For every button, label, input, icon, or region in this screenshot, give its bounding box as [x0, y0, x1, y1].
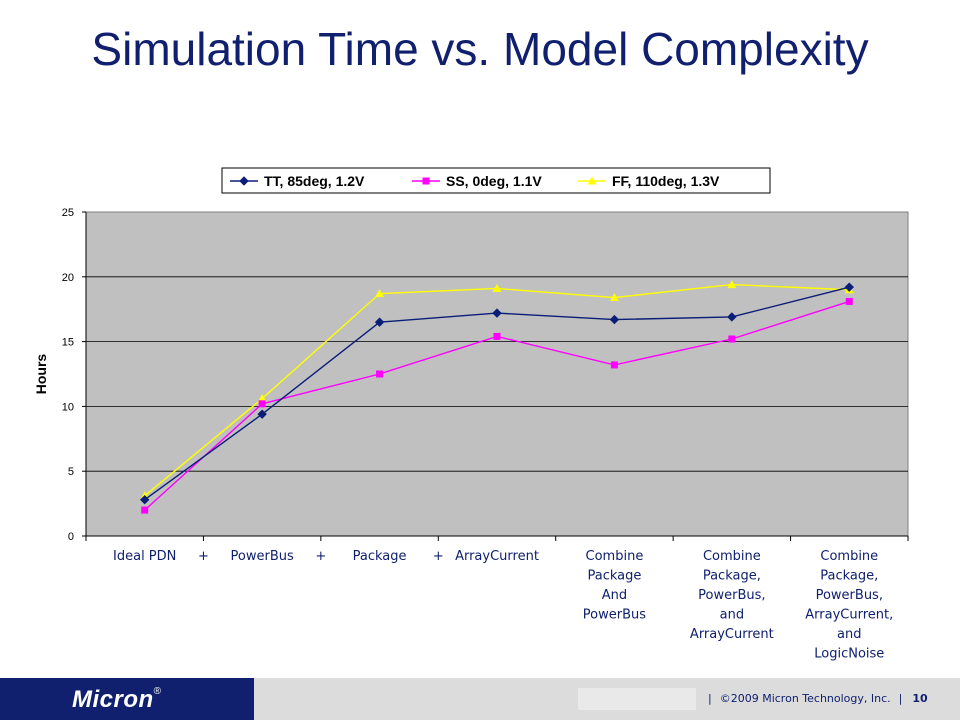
x-tick-label: ArrayCurrent — [690, 627, 774, 642]
x-tick-label: ArrayCurrent — [455, 549, 539, 564]
x-tick-label: And — [602, 588, 627, 603]
y-tick-label: 20 — [62, 272, 74, 284]
footer-separator: | — [708, 692, 712, 705]
data-point — [610, 361, 618, 369]
data-point — [728, 335, 736, 343]
data-point — [493, 332, 501, 340]
legend-marker — [422, 177, 430, 185]
y-tick-label: 10 — [62, 401, 74, 413]
x-tick-label: LogicNoise — [814, 647, 884, 662]
y-tick-label: 5 — [68, 466, 74, 478]
plus-sign: + — [198, 549, 209, 564]
footer-brand-box — [0, 678, 254, 720]
x-tick-label: Combine — [703, 549, 761, 564]
data-point — [492, 308, 502, 318]
y-tick-label: 15 — [62, 337, 74, 349]
data-point — [141, 506, 149, 514]
data-point — [727, 280, 737, 289]
data-point — [257, 394, 267, 403]
x-tick-label: Combine — [820, 549, 878, 564]
footer-separator: | — [898, 692, 903, 705]
plus-sign: + — [433, 549, 444, 564]
plus-sign: + — [315, 549, 326, 564]
x-tick-label: and — [837, 627, 861, 642]
x-tick-label: Combine — [586, 549, 644, 564]
x-tick-label: Package — [587, 569, 641, 584]
x-tick-label: PowerBus, — [698, 588, 765, 603]
copyright-text: ©2009 Micron Technology, Inc. — [719, 692, 891, 705]
x-tick-label: PowerBus, — [816, 588, 883, 603]
x-tick-label: Ideal PDN — [113, 549, 176, 564]
y-tick-label: 0 — [68, 531, 74, 543]
x-tick-label: PowerBus — [583, 608, 646, 623]
data-point — [727, 312, 737, 322]
data-point — [374, 317, 385, 327]
data-point — [609, 314, 620, 325]
footer-blank-field — [578, 688, 696, 710]
legend-marker — [239, 176, 249, 186]
plot-area: 0 5 10 15 20 25 Hours Ideal PDN PowerBus Package A… — [33, 207, 909, 662]
data-point — [376, 370, 384, 378]
x-tick-label: Package — [353, 549, 407, 564]
data-point — [609, 293, 619, 302]
plot-background — [85, 211, 909, 537]
y-tick-label: 25 — [62, 207, 74, 219]
y-axis-title: Hours — [33, 354, 49, 395]
legend-label: TT, 85deg, 1.2V — [264, 173, 365, 189]
line-chart: 0 5 10 15 20 25 Hours Ideal PDN PowerBus Package A… — [33, 167, 909, 662]
footer-copyright: | ©2009 Micron Technology, Inc. | 10 — [700, 692, 928, 705]
x-tick-label: PowerBus — [231, 549, 294, 564]
legend-marker — [587, 176, 597, 185]
chart-legend: TT, 85deg, 1.2V SS, 0deg, 1.1V FF, 110deg,… — [221, 167, 771, 194]
slide-title: Simulation Time vs. Model Complexity — [91, 23, 869, 75]
x-tick-label: Package, — [820, 569, 878, 584]
x-tick-label: and — [720, 608, 744, 623]
data-point — [844, 282, 854, 292]
micron-logo: Micron® — [72, 686, 162, 713]
legend-label: FF, 110deg, 1.3V — [612, 173, 720, 189]
x-tick-label: Package, — [703, 569, 761, 584]
legend-label: SS, 0deg, 1.1V — [446, 173, 542, 189]
data-point — [140, 495, 150, 505]
data-point — [375, 289, 385, 298]
data-point — [258, 400, 266, 408]
data-point — [845, 297, 853, 305]
data-point — [257, 409, 267, 419]
x-tick-label: ArrayCurrent, — [805, 608, 893, 623]
page-number: 10 — [912, 692, 928, 705]
data-point — [492, 283, 502, 292]
legend-box — [221, 167, 771, 194]
